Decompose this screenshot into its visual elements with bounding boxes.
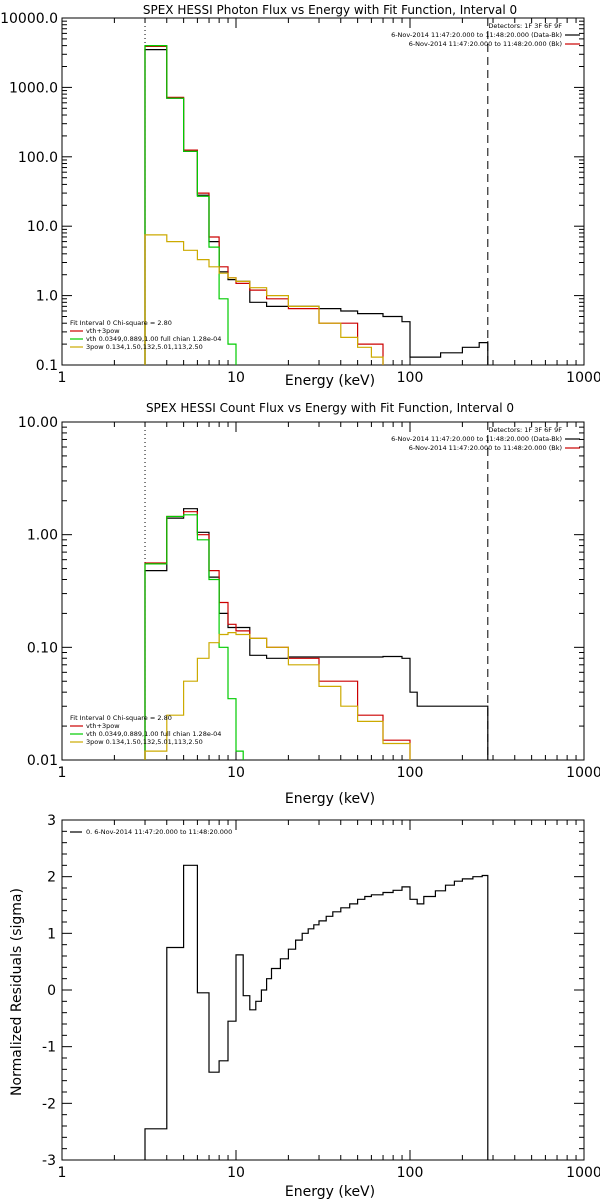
y-tick-label: 10.0 (27, 219, 58, 235)
x-tick-label: 100 (397, 765, 424, 781)
photon-panel-title: SPEX HESSI Photon Flux vs Energy with Fi… (143, 3, 517, 17)
residuals-panel-xlabel: Energy (keV) (285, 1184, 375, 1200)
y-tick-label: 0 (47, 983, 56, 999)
fit-legend-entry: Fit Interval 0 Chi-square = 2.80 (70, 714, 172, 722)
series-vth-line (144, 514, 244, 760)
x-tick-label: 1 (58, 765, 67, 781)
top-legend-entry: Detectors: 1F 3F 6F 9F (488, 22, 562, 30)
fit-legend-entry: Fit Interval 0 Chi-square = 2.80 (70, 319, 172, 327)
x-tick-label: 1000 (566, 765, 600, 781)
series-data-line (144, 508, 489, 760)
top-legend-entry: Detectors: 1F 3F 6F 9F (488, 426, 562, 434)
residuals-panel: Energy (keV) Normalized Residuals (sigma… (9, 813, 600, 1200)
y-tick-label: 1 (47, 926, 56, 942)
x-tick-label: 10 (227, 765, 245, 781)
x-tick-label: 100 (397, 370, 424, 386)
x-tick-label: 10 (227, 1165, 245, 1181)
residual-legend-entry: 0. 6-Nov-2014 11:47:20.000 to 11:48:20.0… (86, 828, 232, 836)
top-legend-entry: 6-Nov-2014 11:47:20.000 to 11:48:20.000 … (391, 31, 562, 39)
y-tick-label: -3 (42, 1153, 56, 1169)
y-tick-label: 0.10 (27, 640, 58, 656)
plot-frame (61, 421, 585, 761)
y-tick-label: 10.00 (18, 415, 58, 431)
photon-flux-panel: SPEX HESSI Photon Flux vs Energy with Fi… (0, 3, 600, 389)
x-tick-label: 1000 (566, 370, 600, 386)
y-tick-label: -2 (42, 1096, 56, 1112)
y-tick-label: 100.0 (18, 150, 58, 166)
fit-legend-entry: vth 0.0349,0.889,1.00 full chian 1.28e-0… (86, 335, 221, 343)
x-tick-label: 1000 (566, 1165, 600, 1181)
x-tick-label: 10 (227, 370, 245, 386)
y-tick-label: 1000.0 (9, 80, 58, 96)
fit-legend-entry: 3pow 0.134,1.50,132,5.01,113,2.50 (86, 738, 203, 746)
fit-legend-entry: vth 0.0349,0.889,1.00 full chian 1.28e-0… (86, 730, 221, 738)
series-residuals-line (144, 864, 489, 1160)
series-3pow-line (144, 234, 384, 365)
y-tick-label: -1 (42, 1040, 56, 1056)
count-panel-xlabel: Energy (keV) (285, 791, 375, 807)
y-tick-label: 0.01 (27, 753, 58, 769)
y-tick-label: 0.1 (36, 358, 58, 374)
x-tick-label: 1 (58, 370, 67, 386)
fit-legend-entry: vth+3pow (86, 327, 120, 335)
x-tick-label: 100 (397, 1165, 424, 1181)
series-3pow-line (144, 632, 411, 760)
y-tick-label: 2 (47, 870, 56, 886)
fit-legend-entry: vth+3pow (86, 722, 120, 730)
y-tick-label: 10000.0 (0, 11, 58, 27)
y-tick-label: 3 (47, 813, 56, 829)
count-panel-title: SPEX HESSI Count Flux vs Energy with Fit… (146, 401, 514, 415)
top-legend-entry: 6-Nov-2014 11:47:20.000 to 11:48:20.000 … (391, 435, 562, 443)
series-vth-line (144, 45, 237, 365)
fit-legend-entry: 3pow 0.134,1.50,132,5.01,113,2.50 (86, 343, 203, 351)
plot-frame (61, 17, 585, 366)
top-legend-entry: 6-Nov-2014 11:47:20.000 to 11:48:20.000 … (409, 40, 562, 48)
residuals-panel-ylabel: Normalized Residuals (sigma) (9, 888, 25, 1096)
y-tick-label: 1.0 (36, 289, 58, 305)
series-vth-3pow-line (144, 511, 411, 760)
x-tick-label: 1 (58, 1165, 67, 1181)
photon-panel-xlabel: Energy (keV) (285, 373, 375, 389)
y-tick-label: 1.00 (27, 528, 58, 544)
top-legend-entry: 6-Nov-2014 11:47:20.000 to 11:48:20.000 … (409, 444, 562, 452)
count-flux-panel: SPEX HESSI Count Flux vs Energy with Fit… (18, 401, 600, 807)
